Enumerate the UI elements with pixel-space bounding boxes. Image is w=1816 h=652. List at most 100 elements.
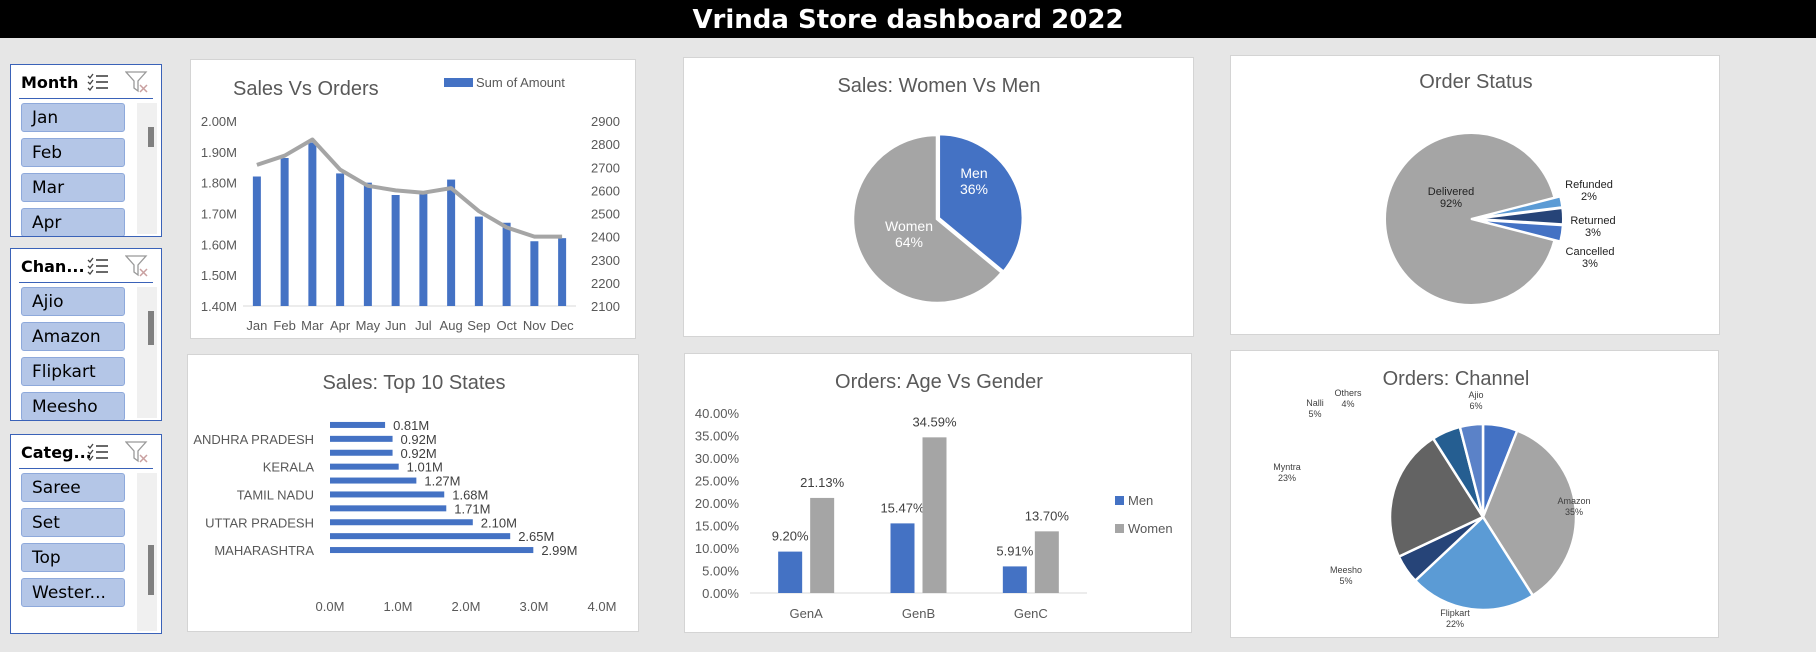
legend-label: Men [1128, 493, 1153, 508]
slicer-item[interactable]: Meesho [21, 392, 125, 420]
data-label: 0.81M [393, 418, 429, 433]
slicer-item[interactable]: Top [21, 543, 125, 572]
x-tick-label: GenC [1014, 606, 1048, 621]
slice-pct-label: 4% [1341, 399, 1354, 409]
multi-select-icon[interactable] [87, 256, 109, 276]
bar [474, 216, 483, 306]
slicer-item[interactable]: Mar [21, 173, 125, 202]
slicer-scrollbar[interactable] [137, 287, 157, 418]
bar [336, 173, 345, 306]
x-tick-label: GenB [902, 606, 935, 621]
slicer-item[interactable]: Saree [21, 473, 125, 502]
clear-filter-icon[interactable] [124, 255, 149, 277]
data-label: 13.70% [1025, 508, 1070, 523]
x-tick-label: Aug [440, 318, 463, 333]
x-tick-label: Jun [385, 318, 406, 333]
x-tick-label: Mar [301, 318, 324, 333]
legend-swatch [1115, 496, 1124, 505]
slicer-scroll-thumb[interactable] [148, 545, 154, 595]
data-label: 1.27M [424, 474, 460, 489]
y-tick-label: TAMIL NADU [237, 487, 314, 502]
legend-swatch [444, 78, 473, 87]
x-tick-label: 3.0M [520, 599, 549, 614]
multi-select-icon[interactable] [87, 72, 109, 92]
data-label: 9.20% [772, 529, 809, 544]
pie-slice [1476, 218, 1564, 243]
y-tick-label: 40.00% [695, 406, 740, 421]
data-label: 1.01M [407, 460, 443, 475]
clear-filter-icon[interactable] [124, 71, 149, 93]
bar [363, 182, 372, 306]
y-tick-label: 1.50M [201, 268, 237, 283]
slicer-item[interactable]: Wester... [21, 578, 125, 607]
slicer-2: Categ... Saree Set Top Wester... [10, 434, 162, 634]
bar [330, 491, 445, 498]
legend-label: Women [1128, 521, 1173, 536]
sales-women-vs-men-panel: Sales: Women Vs Men Men 36% Women 64% [683, 57, 1194, 337]
pie-slice [1458, 422, 1485, 518]
slice-pct-label: 35% [1565, 507, 1583, 517]
bar [330, 505, 447, 512]
y-tick-label: 30.00% [695, 451, 740, 466]
slicer-item[interactable]: Amazon [21, 322, 125, 351]
data-label: 1.71M [454, 501, 490, 516]
y-tick-label: 0.00% [702, 586, 739, 601]
slicer-scrollbar[interactable] [137, 103, 157, 234]
y-tick-label: 25.00% [695, 474, 740, 489]
pie-slice [1384, 132, 1556, 306]
bar [558, 238, 567, 306]
slice-pct-label: 92% [1440, 198, 1462, 210]
slicer-item[interactable]: Flipkart [21, 357, 125, 386]
slicer-item[interactable]: Apr [21, 208, 125, 236]
slicer-item[interactable]: Set [21, 508, 125, 537]
slicer-divider [19, 468, 153, 469]
bar [330, 449, 393, 456]
slice-pct-label: 5% [1308, 409, 1321, 419]
bar [778, 551, 803, 593]
clear-filter-icon[interactable] [124, 441, 149, 463]
slice-label: Refunded [1565, 179, 1613, 191]
bar [330, 435, 393, 442]
bar [502, 222, 511, 306]
x-tick-label: 4.0M [588, 599, 617, 614]
pie-slice [1476, 206, 1564, 226]
slicer-scrollbar[interactable] [137, 473, 157, 631]
bar [890, 523, 915, 593]
y-tick-label: KERALA [263, 460, 315, 475]
slice-pct-label: 23% [1278, 473, 1296, 483]
bar [280, 158, 289, 306]
slicer-scroll-thumb[interactable] [148, 311, 154, 345]
slice-label: Myntra [1273, 462, 1301, 472]
orders-channel-panel: Orders: Channel Ajio 6% Amazon 35% Flipkart 22… [1230, 350, 1719, 638]
slicer-item[interactable]: Ajio [21, 287, 125, 316]
y2-tick-label: 2900 [591, 114, 620, 129]
y-tick-label: 1.40M [201, 299, 237, 314]
age-vs-gender-chart: Orders: Age Vs Gender 40.00% 35.00% 30.00% 2… [695, 371, 1173, 621]
slicer-item[interactable]: Jan [21, 103, 125, 132]
multi-select-icon[interactable] [87, 442, 109, 462]
x-tick-label: Apr [330, 318, 351, 333]
bar [330, 463, 399, 470]
y-tick-label: 2.00M [201, 114, 237, 129]
x-tick-label: Feb [273, 318, 295, 333]
slice-pct-label: 6% [1469, 401, 1482, 411]
x-tick-label: Sep [467, 318, 490, 333]
x-tick-label: Oct [497, 318, 518, 333]
chart-title: Sales: Top 10 States [322, 372, 505, 394]
legend-swatch [1115, 524, 1124, 533]
bar [391, 195, 400, 306]
y2-tick-label: 2600 [591, 183, 620, 198]
slicer-scroll-thumb[interactable] [148, 127, 154, 147]
slicer-item[interactable]: Feb [21, 138, 125, 167]
y2-tick-label: 2200 [591, 276, 620, 291]
slice-pct-label: 36% [960, 181, 988, 197]
data-label: 2.65M [518, 529, 554, 544]
x-tick-label: May [356, 318, 381, 333]
slice-pct-label: 64% [895, 234, 923, 250]
y-tick-label: 1.60M [201, 237, 237, 252]
y-tick-label: MAHARASHTRA [214, 543, 314, 558]
y2-tick-label: 2300 [591, 253, 620, 268]
pie-slice [1388, 436, 1485, 559]
